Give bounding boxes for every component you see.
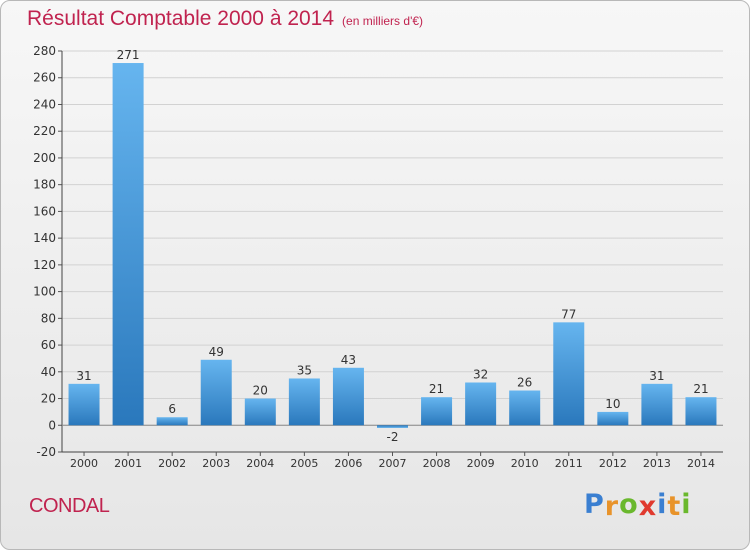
bar [465, 382, 497, 426]
logo-letter: r [604, 491, 620, 522]
data-label: 49 [209, 345, 224, 359]
x-tick-label: 2012 [599, 457, 627, 470]
x-tick-label: 2010 [511, 457, 539, 470]
data-label: 21 [693, 382, 708, 396]
y-tick-label: 40 [41, 365, 56, 379]
y-tick-label: 160 [33, 204, 56, 218]
data-label: 32 [473, 367, 488, 381]
y-tick-label: 80 [41, 311, 56, 325]
y-tick-label: 140 [33, 231, 56, 245]
data-label: 35 [297, 363, 312, 377]
x-tick-label: 2009 [467, 457, 495, 470]
data-label: 31 [76, 369, 91, 383]
data-label: 10 [605, 397, 620, 411]
x-tick-label: 2000 [70, 457, 98, 470]
data-label: 271 [117, 48, 140, 62]
bar [156, 417, 188, 426]
x-tick-label: 2013 [643, 457, 671, 470]
x-tick-label: 2003 [202, 457, 230, 470]
bar [68, 383, 100, 426]
x-tick-label: 2004 [246, 457, 274, 470]
bars-layer [68, 63, 717, 428]
bar [597, 411, 629, 426]
logo-letter: P [584, 489, 605, 520]
y-tick-label: 180 [33, 178, 56, 192]
bar [509, 390, 541, 426]
x-tick-label: 2005 [290, 457, 318, 470]
y-tick-label: 240 [33, 97, 56, 111]
bar [332, 367, 364, 426]
chart-title: Résultat Comptable 2000 à 2014 (en millie… [27, 7, 423, 31]
bar [377, 425, 408, 428]
data-label: -2 [387, 430, 399, 444]
x-tick-label: 2006 [334, 457, 362, 470]
x-tick-label: 2011 [555, 457, 583, 470]
bar [288, 378, 320, 426]
y-tick-label: 280 [33, 44, 56, 58]
x-tick-label: 2001 [114, 457, 142, 470]
logo-letter: x [638, 491, 658, 522]
bar [421, 397, 453, 426]
data-label: 43 [341, 353, 356, 367]
y-tick-label: 220 [33, 124, 56, 138]
x-tick-label: 2007 [379, 457, 407, 470]
title-text: Résultat Comptable 2000 à 2014 [27, 7, 335, 30]
y-tick-label: 120 [33, 258, 56, 272]
data-label: 21 [429, 382, 444, 396]
logo-letter: t [667, 491, 682, 522]
data-label: 6 [168, 402, 176, 416]
bar [553, 322, 585, 426]
labels-layer: -200204060801001201401601802002202402602… [33, 44, 715, 470]
data-label: 20 [253, 384, 268, 398]
x-tick-label: 2014 [687, 457, 715, 470]
commune-name: CONDAL [29, 495, 110, 517]
y-tick-label: 100 [33, 285, 56, 299]
logo-letter: i [657, 489, 668, 520]
data-label: 26 [517, 376, 532, 390]
proxiti-logo[interactable]: Proxiti [584, 489, 692, 522]
bar [641, 383, 673, 426]
y-tick-label: 60 [41, 338, 56, 352]
y-tick-label: 260 [33, 71, 56, 85]
chart-subtitle: (en milliers d'€) [342, 14, 424, 28]
x-tick-label: 2008 [423, 457, 451, 470]
bar [685, 397, 717, 426]
bar [244, 398, 276, 426]
data-label: 77 [561, 307, 576, 321]
y-tick-label: 0 [48, 418, 56, 432]
logo-letter: i [681, 489, 692, 520]
bar [112, 63, 144, 426]
data-label: 31 [649, 369, 664, 383]
bar [200, 359, 232, 426]
x-tick-label: 2002 [158, 457, 186, 470]
y-tick-label: 200 [33, 151, 56, 165]
y-tick-label: -20 [36, 445, 56, 459]
grid-layer [58, 50, 723, 456]
y-tick-label: 20 [41, 392, 56, 406]
logo-letter: o [619, 489, 639, 520]
